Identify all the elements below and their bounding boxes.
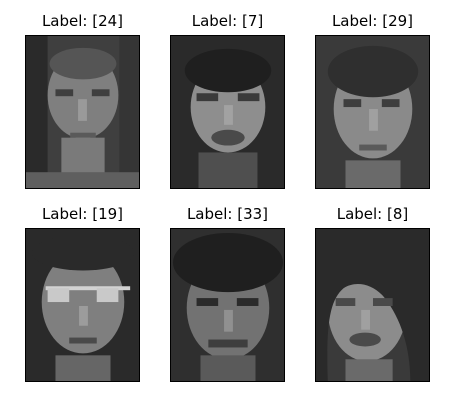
panel-title-4: Label: [19] [41,205,124,223]
face-image-1 [25,35,140,189]
face-panel-2: Label: [7] [145,0,290,190]
panel-title-2: Label: [7] [191,12,264,30]
face-panel-6: Label: [8] [290,190,435,400]
panel-title-1: Label: [24] [41,12,124,30]
face-panel-3: Label: [29] [290,0,435,190]
panel-title-6: Label: [8] [336,205,409,223]
face-image-2 [170,35,285,189]
face-image-5 [170,228,285,382]
face-image-3 [315,35,430,189]
face-panel-4: Label: [19] [0,190,145,400]
face-panel-1: Label: [24] [0,0,145,190]
face-panel-5: Label: [33] [145,190,290,400]
face-image-4 [25,228,140,382]
panel-title-5: Label: [33] [186,205,269,223]
panel-title-3: Label: [29] [331,12,414,30]
face-image-6 [315,228,430,382]
